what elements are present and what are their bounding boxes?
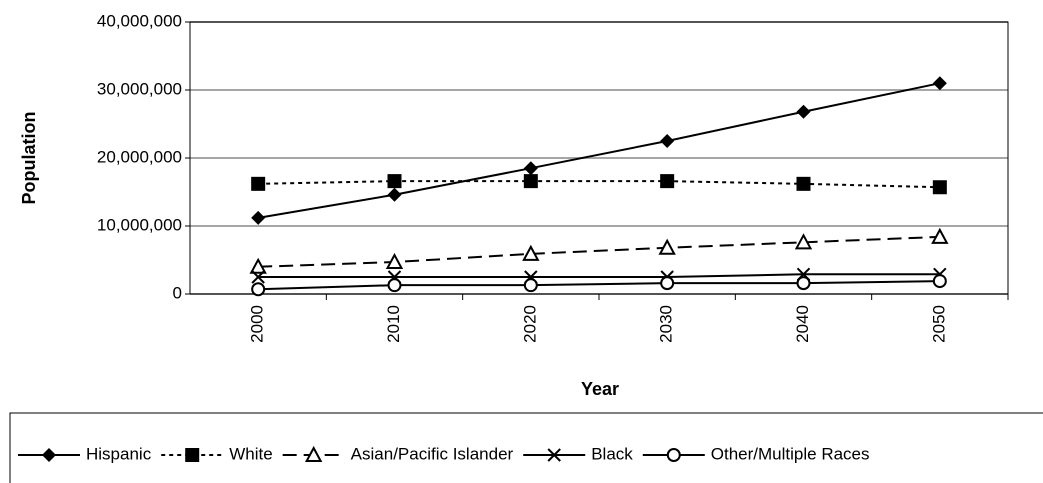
marker [522, 244, 540, 261]
legend-label: Asian/Pacific Islander [351, 444, 514, 463]
marker [251, 270, 265, 284]
marker [249, 257, 267, 274]
x-tick-label: 2000 [248, 305, 267, 343]
y-tick-label: 30,000,000 [97, 79, 182, 98]
legend-label: Hispanic [86, 444, 152, 463]
marker [251, 210, 266, 225]
legend-marker [42, 448, 56, 462]
marker [931, 227, 949, 244]
legend-item: Black [523, 444, 633, 463]
marker [660, 276, 675, 291]
marker [794, 233, 813, 250]
marker [796, 276, 811, 291]
marker [796, 104, 811, 119]
legend-label: Other/Multiple Races [711, 444, 870, 463]
marker [387, 187, 402, 202]
marker [660, 134, 675, 148]
x-tick-label: 2010 [384, 305, 403, 343]
marker [251, 282, 266, 297]
y-axis-title: Population [19, 112, 39, 205]
marker [658, 238, 676, 255]
legend-marker [547, 448, 561, 462]
marker [523, 161, 538, 176]
marker [387, 174, 402, 189]
marker [796, 176, 811, 191]
x-tick-label: 2040 [793, 305, 812, 343]
marker [523, 278, 538, 293]
y-tick-label: 0 [173, 283, 182, 302]
x-axis-title: Year [581, 379, 619, 399]
marker [660, 174, 675, 189]
legend-item: Asian/Pacific Islander [282, 444, 514, 463]
line [258, 235, 940, 268]
line [257, 82, 941, 219]
y-tick-label: 40,000,000 [97, 11, 182, 30]
legend-label: White [229, 444, 272, 463]
legend-item: Hispanic [18, 444, 152, 463]
marker [523, 174, 538, 189]
marker [251, 176, 266, 191]
marker [932, 180, 947, 195]
y-tick-label: 10,000,000 [97, 215, 182, 234]
legend-box [9, 412, 1043, 483]
marker [387, 278, 402, 293]
line [258, 280, 940, 291]
legend-marker [185, 448, 200, 462]
marker [932, 274, 947, 289]
line [258, 273, 940, 278]
legend-item: White [161, 444, 273, 463]
x-tick-label: 2050 [929, 305, 948, 343]
legend-label: Black [591, 444, 633, 463]
x-tick-label: 2020 [520, 305, 539, 343]
x-tick-label: 2030 [657, 305, 676, 343]
legend-marker [304, 445, 323, 462]
marker [932, 76, 947, 91]
legend-item: Other/Multiple Races [642, 444, 870, 463]
line [258, 180, 940, 189]
y-tick-label: 20,000,000 [97, 147, 182, 166]
legend-marker [666, 448, 681, 462]
marker [385, 252, 404, 270]
